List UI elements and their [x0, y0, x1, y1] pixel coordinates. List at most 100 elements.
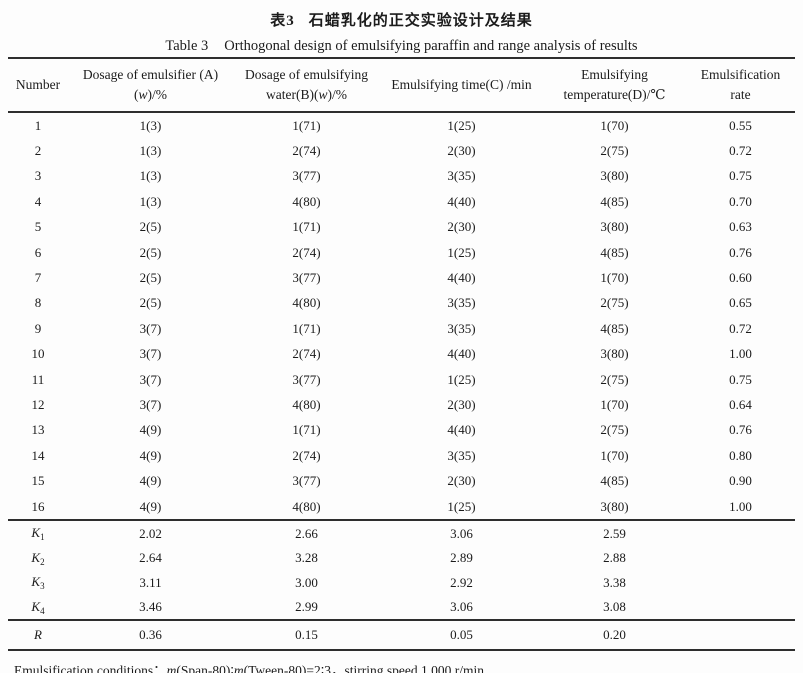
value-cell: 0.64 — [729, 396, 752, 412]
value-cell: 0.76 — [729, 422, 752, 438]
header-number: Number — [8, 58, 68, 112]
table-title-en-label: Table 3 — [165, 38, 209, 54]
value-cell: 4(80) — [292, 295, 321, 311]
table-row: 7 2(5) 3(77) 4(40) 1(70) 0.60 — [8, 265, 795, 290]
run-number-cell: 11 — [31, 371, 45, 387]
footnote-tail: stirring speed 1 000 r/min. — [344, 663, 488, 673]
header-rate-line2: rate — [730, 87, 751, 102]
k-value-cell: 2.64 — [139, 550, 162, 565]
r-value-cell: 0.15 — [295, 627, 318, 643]
table-title-en: Table 3 Orthogonal design of emulsifying … — [0, 38, 803, 55]
value-cell: 2(5) — [139, 270, 162, 286]
table-header: Number Dosage of emulsifier (A) (w)/% Do… — [8, 58, 795, 112]
table-title-cn-text: 石蜡乳化的正交实验设计及结果 — [308, 13, 533, 29]
value-cell: 0.90 — [729, 473, 752, 489]
k-value-cell — [686, 595, 795, 621]
value-cell: 1(25) — [447, 117, 476, 133]
k-row: K4 3.46 2.99 3.06 3.08 — [8, 595, 795, 621]
run-number-cell: 2 — [34, 143, 42, 159]
value-cell: 4(40) — [447, 346, 476, 362]
table-row: 14 4(9) 2(74) 3(35) 1(70) 0.80 — [8, 443, 795, 468]
run-number-cell: 8 — [34, 295, 42, 311]
run-number-cell: 16 — [31, 498, 45, 514]
run-number-cell: 15 — [31, 473, 45, 489]
table-rows-main: 1 1(3) 1(71) 1(25) 1(70) 0.55 2 1(3) 2(74) 2(30) 2… — [8, 112, 795, 520]
table-row: 5 2(5) 1(71) 2(30) 3(80) 0.63 — [8, 215, 795, 240]
header-temperature-line1: Emulsifying — [581, 67, 648, 82]
table-row: 15 4(9) 3(77) 2(30) 4(85) 0.90 — [8, 468, 795, 493]
table-title-cn-label: 表3 — [270, 13, 295, 29]
table-row-r: R 0.36 0.15 0.05 0.20 — [8, 620, 795, 651]
value-cell: 1(25) — [447, 498, 476, 514]
value-cell: 0.63 — [729, 219, 752, 235]
value-cell: 2(30) — [447, 219, 476, 235]
k-value-cell: 3.38 — [603, 574, 626, 590]
value-cell: 1(25) — [447, 371, 476, 387]
value-cell: 1(70) — [600, 270, 629, 286]
k-label-cell: K1 — [31, 525, 45, 542]
value-cell: 2(5) — [139, 219, 162, 235]
k-label-cell: K3 — [31, 574, 45, 591]
value-cell: 4(85) — [600, 473, 629, 489]
value-cell: 2(30) — [447, 473, 476, 489]
footnote-lead: Emulsification conditions： — [14, 663, 167, 673]
table-row: 3 1(3) 3(77) 3(35) 3(80) 0.75 — [8, 164, 795, 189]
value-cell: 2(30) — [447, 396, 476, 412]
value-cell: 4(80) — [292, 193, 321, 209]
r-row: R 0.36 0.15 0.05 0.20 — [8, 620, 795, 650]
value-cell: 3(35) — [447, 295, 476, 311]
run-number-cell: 6 — [34, 244, 42, 260]
value-cell: 2(75) — [600, 422, 629, 438]
table-rows-k: K1 2.02 2.66 3.06 2.59 K2 2.64 3.28 2.89 2.88 K3 3.… — [8, 520, 795, 620]
value-cell: 4(9) — [139, 422, 162, 438]
k-value-cell: 2.02 — [139, 525, 162, 541]
k-label-cell: K2 — [31, 549, 45, 567]
value-cell: 0.60 — [729, 270, 752, 286]
k-value-cell: 2.99 — [295, 599, 318, 614]
table-title-en-text: Orthogonal design of emulsifying paraffi… — [224, 38, 638, 54]
r-value-cell: 0.20 — [603, 627, 626, 643]
table-row: 13 4(9) 1(71) 4(40) 2(75) 0.76 — [8, 418, 795, 443]
value-cell: 1(70) — [600, 447, 629, 463]
table-row: 11 3(7) 3(77) 1(25) 2(75) 0.75 — [8, 367, 795, 392]
r-label-cell: R — [34, 627, 42, 643]
w-symbol: w — [318, 87, 328, 102]
value-cell: 1(70) — [600, 117, 629, 133]
value-cell: 2(74) — [292, 346, 321, 362]
value-cell: 4(9) — [139, 498, 162, 514]
k-value-cell: 3.06 — [450, 525, 473, 541]
orthogonal-design-table: Number Dosage of emulsifier (A) (w)/% Do… — [8, 57, 795, 651]
k-value-cell: 3.00 — [295, 574, 318, 590]
value-cell: 4(85) — [600, 193, 629, 209]
k-label-cell: K4 — [31, 598, 45, 616]
footnote: Emulsification conditions：m(Span-80)∶m(T… — [14, 662, 803, 673]
header-water-line2: water(B)(w)/% — [266, 87, 347, 102]
table-row: 9 3(7) 1(71) 3(35) 4(85) 0.72 — [8, 316, 795, 341]
run-number-cell: 13 — [31, 422, 45, 438]
value-cell: 4(9) — [139, 447, 162, 463]
value-cell: 3(80) — [600, 346, 629, 362]
value-cell: 1(71) — [292, 320, 321, 336]
k-value-cell — [686, 546, 795, 571]
value-cell: 2(75) — [600, 143, 629, 159]
table-row: 12 3(7) 4(80) 2(30) 1(70) 0.64 — [8, 392, 795, 417]
value-cell: 3(77) — [292, 473, 321, 489]
run-number-cell: 5 — [34, 219, 42, 235]
w-symbol: w — [138, 87, 148, 102]
table-row: 8 2(5) 4(80) 3(35) 2(75) 0.65 — [8, 291, 795, 316]
value-cell: 4(9) — [139, 473, 162, 489]
value-cell: 1(3) — [139, 143, 162, 159]
header-emulsifier-dosage: Dosage of emulsifier (A) (w)/% — [68, 58, 233, 112]
header-temperature-line2: temperature(D)/℃ — [563, 87, 666, 102]
k-value-cell: 3.11 — [139, 574, 162, 590]
value-cell: 2(75) — [600, 371, 629, 387]
run-number-cell: 9 — [34, 320, 42, 336]
value-cell: 3(77) — [292, 270, 321, 286]
k-value-cell — [686, 520, 795, 546]
table-row: 4 1(3) 4(80) 4(40) 4(85) 0.70 — [8, 189, 795, 214]
k-row: K3 3.11 3.00 2.92 3.38 — [8, 570, 795, 595]
value-cell: 3(35) — [447, 320, 476, 336]
header-time-label: Emulsifying time(C) /min — [391, 77, 532, 92]
m-symbol: m — [233, 663, 244, 673]
table-title-cn: 表3 石蜡乳化的正交实验设计及结果 — [0, 0, 803, 31]
